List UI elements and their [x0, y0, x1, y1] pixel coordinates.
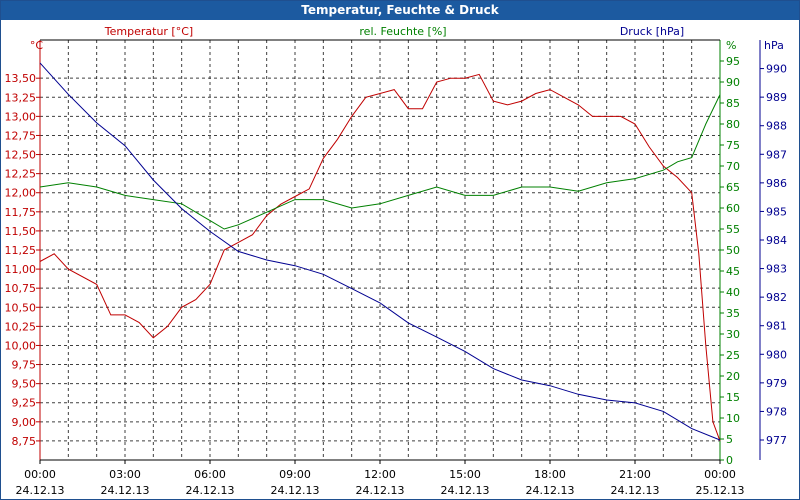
series-lines [39, 62, 721, 442]
temperature-line [39, 73, 721, 442]
pressure-tick-label: 987 [766, 148, 787, 161]
humidity-line [39, 94, 721, 230]
time-tick-label: 21:00 [619, 468, 651, 481]
pressure-line [39, 62, 721, 441]
pressure-tick-label: 978 [766, 405, 787, 418]
pressure-tick-label: 979 [766, 377, 787, 390]
pressure-axis-label: Druck [hPa] [620, 25, 684, 38]
pressure-tick-label: 989 [766, 91, 787, 104]
humidity-tick-label: 25 [726, 349, 740, 362]
pressure-tick-label: 980 [766, 348, 787, 361]
temperature-tick-label: 12,75 [5, 129, 37, 142]
humidity-tick-label: 35 [726, 307, 740, 320]
humidity-tick-label: 70 [726, 160, 740, 173]
temperature-tick-label: 9,25 [12, 397, 37, 410]
time-tick-label: 03:00 [109, 468, 141, 481]
humidity-tick-label: 50 [726, 244, 740, 257]
humidity-tick-label: 55 [726, 223, 740, 236]
humidity-tick-label: 95 [726, 55, 740, 68]
temperature-tick-label: 13,50 [5, 72, 37, 85]
temperature-tick-label: 12,00 [5, 187, 37, 200]
pressure-tick-label: 977 [766, 434, 787, 447]
temperature-tick-label: 9,00 [12, 416, 37, 429]
temperature-tick-label: 13,00 [5, 110, 37, 123]
time-tick-label: 15:00 [449, 468, 481, 481]
humidity-tick-label: 5 [726, 433, 733, 446]
pressure-tick-label: 984 [766, 234, 787, 247]
date-tick-label: 24.12.13 [101, 484, 150, 497]
pressure-tick-label: 981 [766, 320, 787, 333]
humidity-tick-label: 80 [726, 118, 740, 131]
humidity-tick-label: 30 [726, 328, 740, 341]
temperature-tick-label: 9,50 [12, 378, 37, 391]
date-tick-label: 25.12.13 [696, 484, 745, 497]
temperature-tick-label: 12,25 [5, 168, 37, 181]
pressure-unit-label: hPa [764, 39, 784, 52]
time-tick-label: 00:00 [704, 468, 736, 481]
date-tick-label: 24.12.13 [186, 484, 235, 497]
date-tick-label: 24.12.13 [611, 484, 660, 497]
humidity-tick-label: 15 [726, 391, 740, 404]
date-tick-label: 24.12.13 [271, 484, 320, 497]
pressure-tick-label: 988 [766, 120, 787, 133]
humidity-tick-label: 90 [726, 76, 740, 89]
date-tick-label: 24.12.13 [356, 484, 405, 497]
time-tick-label: 00:00 [24, 468, 56, 481]
temperature-unit-label: °C [30, 39, 44, 52]
humidity-unit-label: % [726, 39, 736, 52]
humidity-tick-label: 60 [726, 202, 740, 215]
humidity-tick-label: 40 [726, 286, 740, 299]
date-tick-label: 24.12.13 [441, 484, 490, 497]
date-tick-label: 24.12.13 [16, 484, 65, 497]
temperature-tick-label: 13,25 [5, 91, 37, 104]
humidity-axis-label: rel. Feuchte [%] [359, 25, 446, 38]
humidity-tick-label: 20 [726, 370, 740, 383]
time-tick-label: 12:00 [364, 468, 396, 481]
pressure-tick-label: 990 [766, 63, 787, 76]
chart-title: Temperatur, Feuchte & Druck [1, 1, 799, 20]
grid [40, 40, 720, 460]
temperature-tick-label: 11,00 [5, 263, 37, 276]
temperature-tick-label: 11,25 [5, 244, 37, 257]
temperature-tick-label: 12,50 [5, 149, 37, 162]
temperature-tick-label: 10,75 [5, 282, 37, 295]
humidity-tick-label: 10 [726, 412, 740, 425]
time-tick-label: 06:00 [194, 468, 226, 481]
humidity-tick-label: 45 [726, 265, 740, 278]
humidity-tick-label: 0 [726, 454, 733, 467]
humidity-tick-label: 75 [726, 139, 740, 152]
humidity-tick-label: 65 [726, 181, 740, 194]
temperature-tick-label: 10,50 [5, 301, 37, 314]
temperature-axis-label: Temperatur [°C] [104, 25, 193, 38]
pressure-axis-ticks: 977 978 979 980 981 982 983 984 985 986 987 988 989 9… [760, 63, 787, 447]
temperature-axis-ticks: 8,75 9,00 9,25 9,50 9,75 10,00 10,25 10,50 10,75… [5, 72, 40, 448]
pressure-tick-label: 983 [766, 263, 787, 276]
temperature-tick-label: 10,00 [5, 339, 37, 352]
temperature-tick-label: 10,25 [5, 320, 37, 333]
temperature-tick-label: 11,75 [5, 206, 37, 219]
pressure-tick-label: 986 [766, 177, 787, 190]
pressure-tick-label: 982 [766, 291, 787, 304]
humidity-axis-ticks: 0 5 10 15 20 25 30 35 40 45 50 55 60 65 70 75 80 85 90 95 [720, 55, 740, 467]
time-tick-label: 09:00 [279, 468, 311, 481]
humidity-tick-label: 85 [726, 97, 740, 110]
pressure-tick-label: 985 [766, 205, 787, 218]
temperature-tick-label: 11,50 [5, 225, 37, 238]
temperature-tick-label: 9,75 [12, 359, 37, 372]
date-tick-label: 24.12.13 [526, 484, 575, 497]
time-tick-label: 18:00 [534, 468, 566, 481]
time-axis-ticks: 00:00 24.12.13 03:00 24.12.13 06:00 24.12.13 0… [16, 460, 745, 497]
temperature-tick-label: 8,75 [12, 435, 37, 448]
